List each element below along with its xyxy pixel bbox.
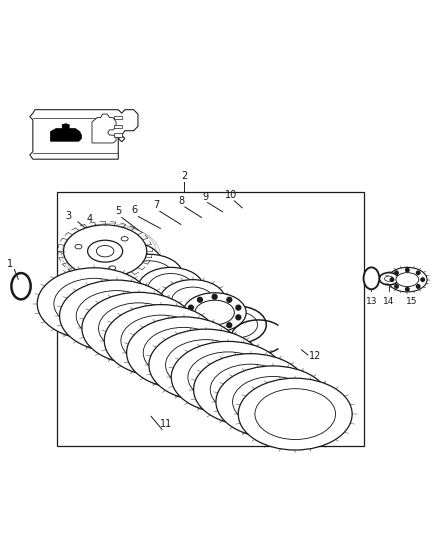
Ellipse shape xyxy=(76,290,157,342)
Text: 7: 7 xyxy=(154,200,160,211)
Ellipse shape xyxy=(54,278,134,329)
Ellipse shape xyxy=(149,329,263,401)
Ellipse shape xyxy=(75,245,82,249)
Ellipse shape xyxy=(37,268,151,340)
Ellipse shape xyxy=(143,327,224,378)
Ellipse shape xyxy=(102,248,152,279)
Ellipse shape xyxy=(238,378,352,450)
Bar xyxy=(57,192,364,446)
Ellipse shape xyxy=(109,266,116,270)
Bar xyxy=(114,133,122,137)
Ellipse shape xyxy=(96,246,114,257)
Circle shape xyxy=(188,315,193,320)
Circle shape xyxy=(227,323,232,328)
Ellipse shape xyxy=(385,276,393,281)
Ellipse shape xyxy=(388,268,427,292)
Text: 8: 8 xyxy=(179,196,185,206)
Circle shape xyxy=(406,268,409,272)
Ellipse shape xyxy=(115,254,183,297)
Ellipse shape xyxy=(88,240,123,262)
Ellipse shape xyxy=(82,292,196,364)
Ellipse shape xyxy=(188,352,268,403)
Ellipse shape xyxy=(171,342,285,413)
Circle shape xyxy=(198,297,202,302)
Text: 2: 2 xyxy=(181,171,187,181)
Circle shape xyxy=(406,287,409,291)
Bar xyxy=(114,116,122,119)
Ellipse shape xyxy=(364,268,379,289)
Ellipse shape xyxy=(210,364,291,415)
Ellipse shape xyxy=(195,300,234,325)
Ellipse shape xyxy=(207,306,266,344)
Ellipse shape xyxy=(172,287,214,313)
Text: 14: 14 xyxy=(383,297,395,306)
Ellipse shape xyxy=(104,304,218,376)
Circle shape xyxy=(188,305,193,310)
Text: 3: 3 xyxy=(65,211,71,221)
Text: 6: 6 xyxy=(132,205,138,215)
Ellipse shape xyxy=(121,237,128,241)
Ellipse shape xyxy=(396,273,419,287)
Circle shape xyxy=(395,285,398,288)
Ellipse shape xyxy=(64,225,147,278)
Bar xyxy=(114,125,122,128)
Ellipse shape xyxy=(379,273,399,285)
Ellipse shape xyxy=(99,303,179,354)
Circle shape xyxy=(236,315,241,320)
Ellipse shape xyxy=(166,340,246,391)
Ellipse shape xyxy=(183,293,246,332)
Text: 13: 13 xyxy=(366,297,377,306)
Text: 9: 9 xyxy=(202,192,208,201)
Ellipse shape xyxy=(215,312,258,338)
Circle shape xyxy=(421,278,424,281)
Text: 1: 1 xyxy=(7,259,13,269)
Ellipse shape xyxy=(60,280,173,352)
Circle shape xyxy=(227,297,232,302)
Circle shape xyxy=(390,278,394,281)
Circle shape xyxy=(212,326,217,330)
Text: 4: 4 xyxy=(87,214,93,224)
Ellipse shape xyxy=(125,261,173,290)
Circle shape xyxy=(417,271,420,274)
Circle shape xyxy=(417,285,420,288)
Polygon shape xyxy=(50,124,81,141)
Circle shape xyxy=(395,271,398,274)
Circle shape xyxy=(212,294,217,299)
Circle shape xyxy=(236,305,241,310)
Ellipse shape xyxy=(216,366,330,438)
Text: 11: 11 xyxy=(160,419,173,430)
Text: 15: 15 xyxy=(406,297,417,306)
Text: 5: 5 xyxy=(115,206,121,216)
Ellipse shape xyxy=(368,274,374,282)
Ellipse shape xyxy=(127,317,240,389)
Ellipse shape xyxy=(121,315,201,366)
Ellipse shape xyxy=(160,280,226,321)
Ellipse shape xyxy=(194,354,307,425)
Ellipse shape xyxy=(92,241,162,285)
Circle shape xyxy=(198,323,202,328)
Ellipse shape xyxy=(16,279,26,293)
Ellipse shape xyxy=(113,255,141,272)
Text: 12: 12 xyxy=(309,351,321,361)
Ellipse shape xyxy=(11,273,31,300)
Ellipse shape xyxy=(138,268,204,309)
Polygon shape xyxy=(92,114,116,143)
Ellipse shape xyxy=(255,389,336,440)
Ellipse shape xyxy=(233,376,313,427)
Text: 10: 10 xyxy=(225,190,237,200)
Ellipse shape xyxy=(148,273,194,302)
